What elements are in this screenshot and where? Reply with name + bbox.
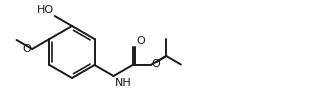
Text: HO: HO bbox=[36, 5, 54, 15]
Text: NH: NH bbox=[115, 78, 131, 88]
Text: O: O bbox=[152, 59, 160, 69]
Text: O: O bbox=[137, 36, 145, 46]
Text: O: O bbox=[22, 44, 31, 54]
